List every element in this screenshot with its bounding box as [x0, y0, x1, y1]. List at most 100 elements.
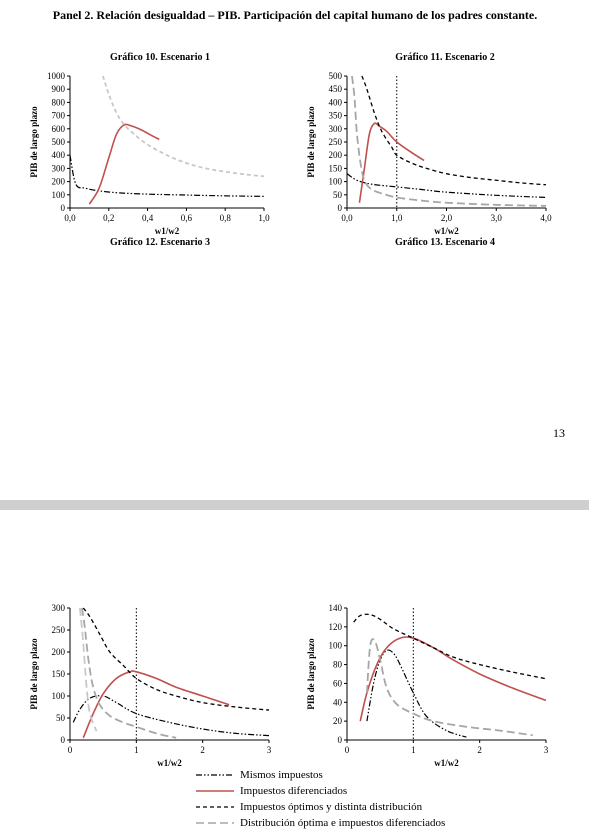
y-tick-label: 150 [52, 669, 66, 679]
y-tick-label: 800 [52, 97, 66, 107]
x-tick-label: 1 [134, 745, 139, 755]
series-line-diferenciados [359, 636, 547, 722]
series-line-optimos [361, 75, 547, 186]
chart-title-g10: Gráfico 10. Escenario 1 [110, 52, 210, 63]
y-tick-label: 40 [333, 697, 343, 707]
y-tick-label: 400 [329, 97, 343, 107]
chart-g12: 0 50 100 150 200 250 300 0 1 2 3 w1/w2 PIB de largo … [29, 603, 272, 768]
y-tick-label: 500 [329, 71, 343, 81]
y-axis-label: PIB de largo plazo [306, 106, 316, 178]
y-tick-label: 250 [329, 137, 343, 147]
x-tick-label: 1,0 [258, 213, 270, 223]
x-tick-label: 0 [345, 745, 350, 755]
x-tick-label: 1,0 [391, 213, 403, 223]
page-1: Panel 2. Relación desigualdad – PIB. Par… [29, 8, 565, 440]
x-tick-label: 3,0 [491, 213, 503, 223]
series-line-mismos [72, 695, 270, 737]
y-tick-label: 200 [52, 647, 66, 657]
x-tick-label: 0,8 [220, 213, 232, 223]
x-axis-label: w1/w2 [157, 758, 182, 768]
y-tick-label: 500 [52, 137, 66, 147]
page-2: 0 50 100 150 200 250 300 0 1 2 3 w1/w2 PIB de largo … [0, 510, 589, 840]
legend-swatch-diferenciados [196, 790, 234, 792]
x-tick-label: 1 [411, 745, 416, 755]
legend-swatch-mismos [196, 774, 234, 776]
y-tick-label: 250 [52, 625, 66, 635]
y-tick-label: 700 [52, 111, 66, 121]
page-separator [0, 500, 589, 510]
y-tick-label: 100 [329, 641, 343, 651]
y-tick-label: 1000 [47, 71, 66, 81]
series-line-distribucion [351, 75, 547, 207]
series-line-optimos_light [102, 75, 265, 178]
y-tick-label: 100 [329, 177, 343, 187]
x-tick-label: 0,2 [103, 213, 114, 223]
y-axis-label: PIB de largo plazo [29, 106, 39, 178]
series-line-distribucion [366, 638, 533, 737]
chart-g10: 0 100 200 300 400 500 600 700 800 900 1000 0,0 0,2 0,… [29, 71, 270, 236]
x-tick-label: 0,0 [341, 213, 353, 223]
y-tick-label: 600 [52, 124, 66, 134]
series-line-diferenciados [82, 670, 230, 739]
x-tick-label: 2,0 [441, 213, 453, 223]
series-line-mismos [366, 649, 467, 738]
legend-swatch-distribucion [196, 822, 234, 824]
series-line-optimos [82, 607, 270, 711]
x-tick-label: 0,4 [142, 213, 154, 223]
y-tick-label: 50 [56, 713, 66, 723]
x-tick-label: 0,0 [64, 213, 76, 223]
y-tick-label: 400 [52, 150, 66, 160]
x-axis-label: w1/w2 [155, 226, 180, 236]
y-tick-label: 100 [52, 190, 66, 200]
y-tick-label: 0 [61, 735, 66, 745]
y-tick-label: 200 [329, 150, 343, 160]
y-tick-label: 140 [329, 603, 343, 613]
panel-title: Panel 2. Relación desigualdad – PIB. Par… [52, 8, 538, 22]
series-line-distribucion_light [79, 607, 98, 732]
series-line-diferenciados [358, 122, 425, 203]
x-tick-label: 2 [200, 745, 205, 755]
y-tick-label: 50 [333, 190, 343, 200]
legend-label: Impuestos óptimos y distinta distribució… [240, 801, 423, 813]
y-tick-label: 900 [52, 84, 66, 94]
y-tick-label: 20 [333, 716, 343, 726]
y-tick-label: 120 [329, 622, 343, 632]
page-number: 13 [553, 426, 565, 440]
chart-g13: 0 20 40 60 80 100 120 140 0 1 2 3 w1/w2 PIB de largo … [306, 603, 549, 768]
y-tick-label: 350 [329, 111, 343, 121]
y-tick-label: 80 [333, 660, 343, 670]
legend-label: Distribución óptima e impuestos diferenc… [240, 817, 446, 829]
legend-item-optimos: Impuestos óptimos y distinta distribució… [196, 799, 445, 815]
x-tick-label: 0 [68, 745, 73, 755]
y-tick-label: 150 [329, 163, 343, 173]
y-tick-label: 100 [52, 691, 66, 701]
legend-item-diferenciados: Impuestos diferenciados [196, 783, 445, 799]
y-tick-label: 300 [52, 603, 66, 613]
y-tick-label: 300 [52, 163, 66, 173]
series-line-mismos [70, 155, 265, 197]
legend-label: Impuestos diferenciados [240, 785, 348, 797]
legend-item-mismos: Mismos impuestos [196, 767, 445, 783]
series-line-diferenciados [88, 123, 160, 205]
x-tick-label: 3 [544, 745, 549, 755]
chart-title-g13: Gráfico 13. Escenario 4 [395, 237, 495, 248]
x-tick-label: 3 [267, 745, 272, 755]
y-tick-label: 0 [61, 203, 66, 213]
legend-label: Mismos impuestos [240, 769, 323, 781]
series-line-mismos [347, 173, 547, 199]
x-axis-label: w1/w2 [434, 226, 459, 236]
y-axis-label: PIB de largo plazo [29, 638, 39, 710]
y-tick-label: 450 [329, 84, 343, 94]
chart-title-g12: Gráfico 12. Escenario 3 [110, 237, 210, 248]
x-tick-label: 0,6 [181, 213, 193, 223]
y-tick-label: 60 [333, 678, 343, 688]
y-tick-label: 0 [338, 203, 343, 213]
x-axis-label: w1/w2 [434, 758, 459, 768]
y-tick-label: 300 [329, 124, 343, 134]
chart-g11: 0 50 100 150 200 250 300 350 400 450 500 0,0 1,0 2,0 3… [306, 71, 552, 236]
y-axis-label: PIB de largo plazo [306, 638, 316, 710]
y-tick-label: 0 [338, 735, 343, 745]
legend-swatch-optimos [196, 806, 234, 808]
legend: Mismos impuestos Impuestos diferenciados… [196, 767, 445, 831]
x-tick-label: 2 [477, 745, 482, 755]
